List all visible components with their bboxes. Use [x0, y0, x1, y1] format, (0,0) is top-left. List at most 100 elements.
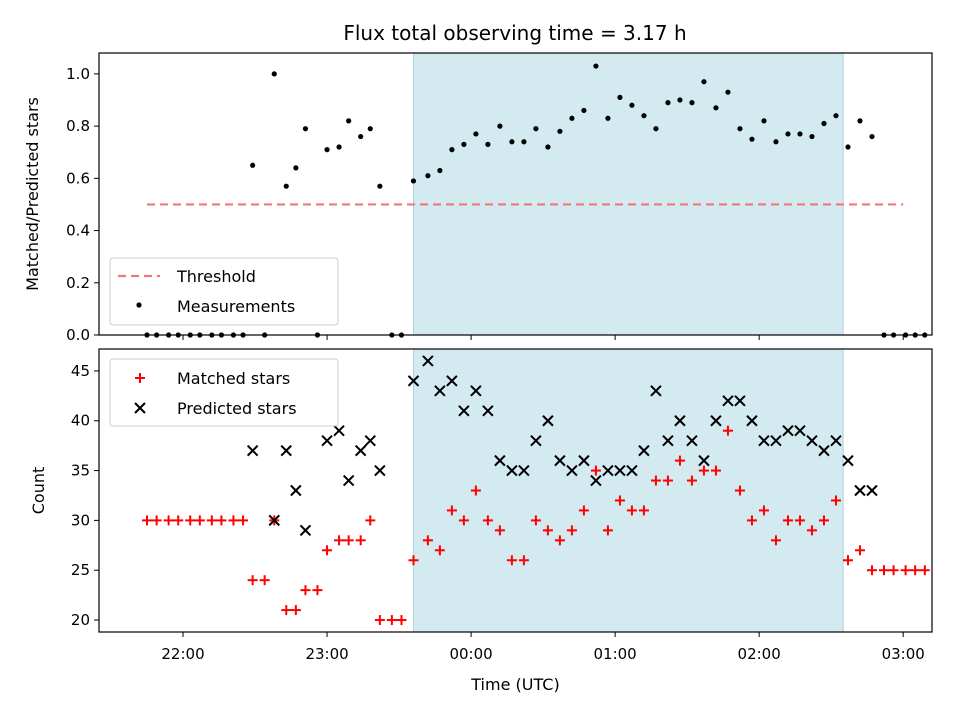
matched-star-point: [185, 515, 196, 526]
matched-star-point: [374, 615, 385, 626]
bottom-y-axis-label: Count: [29, 467, 48, 515]
top-panel: 0.0 0.2 0.4 0.6 0.8 1.0 Matched/Predicted sta…: [23, 52, 933, 344]
matched-star-point: [173, 515, 184, 526]
predicted-star-point: [246, 444, 259, 457]
predicted-star-point: [734, 395, 746, 407]
measurement-point: [509, 139, 515, 145]
bottom-ytick-label: 40: [71, 412, 90, 430]
matched-star-point: [614, 495, 625, 506]
predicted-star-point: [434, 385, 446, 397]
predicted-star-point: [830, 434, 842, 447]
predicted-star-point: [280, 444, 292, 457]
matched-star-point: [566, 525, 577, 536]
matched-star-point: [458, 515, 469, 526]
xtick-label: 22:00: [161, 645, 204, 663]
predicted-star-point: [746, 415, 758, 427]
xtick-label: 00:00: [449, 645, 492, 663]
matched-star-point: [355, 535, 366, 546]
measurement-point: [617, 94, 623, 100]
bottom-legend: Matched stars Predicted stars: [109, 358, 339, 427]
top-legend: Threshold Measurements: [109, 257, 339, 326]
matched-star-point: [542, 525, 553, 536]
predicted-star-point: [321, 434, 333, 447]
bottom-ytick-label: 45: [71, 362, 90, 380]
top-ytick-label: 0.4: [66, 222, 90, 240]
matched-star-point: [746, 515, 757, 526]
matched-star-point: [365, 515, 376, 526]
predicted-star-point: [374, 464, 386, 477]
bottom-ytick-label: 20: [71, 611, 90, 629]
matched-star-point: [626, 505, 637, 516]
matched-star-point: [866, 565, 877, 576]
top-ytick-label: 1.0: [66, 65, 90, 83]
measurement-point: [461, 141, 467, 147]
measurement-point: [713, 105, 719, 111]
measurement-point: [569, 115, 575, 121]
predicted-star-point: [722, 395, 734, 407]
predicted-star-point: [626, 464, 638, 477]
measurement-point: [737, 126, 743, 132]
measurement-point: [358, 133, 364, 140]
predicted-star-point: [794, 425, 806, 437]
measurement-point: [785, 131, 791, 137]
matched-star-point: [888, 565, 899, 576]
measurement-point: [725, 89, 731, 95]
predicted-star-point: [290, 484, 302, 497]
predicted-star-point: [299, 524, 312, 537]
predicted-star-point: [638, 444, 650, 457]
predicted-star-point: [866, 484, 878, 497]
measurement-point: [629, 102, 635, 108]
legend-box: [109, 358, 339, 427]
matched-star-point: [290, 605, 301, 616]
matched-star-point: [142, 515, 153, 526]
measurement-point: [857, 118, 863, 124]
measurement-point: [821, 120, 827, 127]
measurement-point: [845, 144, 851, 150]
matched-star-point: [554, 535, 565, 546]
matched-star-point: [650, 475, 661, 486]
predicted-star-point: [530, 434, 542, 447]
measurement-point: [761, 118, 767, 124]
matched-star-point: [842, 555, 853, 566]
predicted-star-point: [674, 415, 686, 427]
matched-star-point: [494, 525, 505, 536]
predicted-star-point: [662, 434, 674, 447]
predicted-star-point: [770, 434, 782, 447]
observing-window-shade-top: [412, 52, 844, 336]
matched-star-point: [674, 455, 685, 466]
measurement-point: [346, 118, 352, 124]
legend-box: [109, 257, 339, 326]
matched-star-point: [281, 605, 292, 616]
top-y-axis-label: Matched/Predicted stars: [23, 97, 42, 291]
x-axis-label: Time (UTC): [470, 675, 559, 694]
bottom-ytick-label: 35: [71, 462, 90, 480]
xtick-label: 03:00: [882, 645, 925, 663]
predicted-star-point: [614, 464, 626, 477]
measurement-point: [283, 183, 289, 189]
predicted-star-point: [698, 454, 710, 467]
legend-matched-label: Matched stars: [177, 369, 290, 388]
observing-window-shade-bottom: [412, 348, 844, 633]
matched-star-point: [312, 585, 323, 596]
matched-star-point: [770, 535, 781, 546]
predicted-star-point: [446, 375, 458, 387]
predicted-star-point: [554, 454, 566, 467]
predicted-star-point: [710, 415, 722, 427]
legend-measurement-label: Measurements: [177, 297, 295, 316]
matched-star-point: [698, 465, 709, 476]
matched-star-point: [590, 465, 601, 476]
predicted-star-point: [482, 405, 494, 417]
measurement-point: [869, 133, 875, 140]
measurement-point: [485, 141, 491, 147]
xtick-label: 02:00: [738, 645, 781, 663]
matched-star-point: [247, 575, 258, 586]
predicted-star-point: [782, 425, 794, 437]
matched-star-point: [910, 565, 921, 576]
predicted-star-point: [818, 444, 830, 457]
predicted-star-point: [354, 444, 367, 457]
matched-star-point: [854, 545, 865, 556]
matched-star-point: [386, 615, 397, 626]
predicted-star-point: [602, 464, 614, 477]
measurement-point: [653, 126, 659, 132]
